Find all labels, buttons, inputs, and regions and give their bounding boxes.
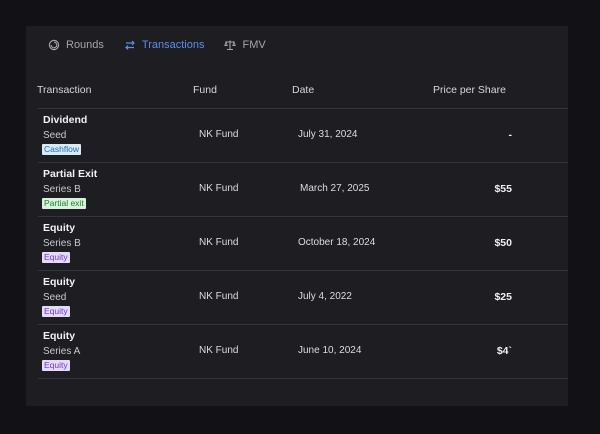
column-header-price[interactable]: Price per Share: [433, 84, 506, 96]
tab-transactions[interactable]: Transactions: [124, 39, 205, 51]
fund-name: NK Fund: [199, 291, 239, 302]
table-row[interactable]: Equity Seed Equity NK Fund July 4, 2022 …: [38, 270, 568, 324]
table-row[interactable]: Partial Exit Series B Partial exit NK Fu…: [38, 162, 568, 216]
transaction-type: Equity: [43, 276, 76, 288]
price-per-share: $50: [494, 237, 512, 249]
transaction-type: Equity: [43, 330, 76, 342]
column-header-date[interactable]: Date: [292, 84, 315, 96]
transaction-type: Equity: [43, 222, 76, 234]
column-header-fund[interactable]: Fund: [193, 84, 217, 96]
tab-rounds-label: Rounds: [66, 39, 104, 51]
status-badge: Equity: [42, 252, 70, 263]
price-per-share: $4`: [496, 345, 512, 357]
round-name: Seed: [43, 130, 67, 141]
column-header-transaction[interactable]: Transaction: [37, 84, 92, 96]
status-badge: Equity: [42, 306, 70, 317]
transactions-panel: Rounds Transactions FMV Transaction Fund…: [26, 26, 568, 406]
price-per-share: -: [508, 129, 513, 141]
tab-transactions-label: Transactions: [141, 39, 205, 51]
transaction-type: Partial Exit: [43, 168, 98, 180]
fund-name: NK Fund: [199, 237, 239, 248]
fund-name: NK Fund: [199, 183, 239, 194]
price-per-share: $55: [494, 183, 512, 195]
transactions-table: Dividend Seed Cashflow NK Fund July 31, …: [38, 108, 568, 379]
rounds-icon: [48, 39, 60, 51]
table-header: Transaction Fund Date Price per Share: [26, 78, 568, 108]
status-badge: Equity: [42, 360, 70, 371]
round-name: Series B: [43, 184, 81, 195]
transaction-date: June 10, 2024: [298, 345, 362, 356]
transfer-arrows-icon: [125, 40, 135, 50]
status-badge: Partial exit: [42, 198, 86, 209]
table-row[interactable]: Equity Series A Equity NK Fund June 10, …: [38, 324, 568, 379]
round-name: Series B: [43, 238, 81, 249]
transaction-date: July 4, 2022: [298, 291, 352, 302]
tab-fmv-label: FMV: [242, 39, 266, 51]
tab-rounds[interactable]: Rounds: [48, 39, 104, 51]
transaction-date: July 31, 2024: [298, 129, 358, 140]
fund-name: NK Fund: [199, 129, 239, 140]
transaction-date: March 27, 2025: [300, 183, 370, 194]
transaction-date: October 18, 2024: [298, 237, 376, 248]
price-per-share: $25: [494, 291, 512, 303]
tab-bar: Rounds Transactions FMV: [48, 39, 286, 51]
transaction-type: Dividend: [43, 114, 88, 126]
fund-name: NK Fund: [199, 345, 239, 356]
table-row[interactable]: Equity Series B Equity NK Fund October 1…: [38, 216, 568, 270]
round-name: Series A: [43, 346, 81, 357]
scale-icon: [224, 40, 237, 51]
round-name: Seed: [43, 292, 67, 303]
table-row[interactable]: Dividend Seed Cashflow NK Fund July 31, …: [38, 108, 568, 162]
status-badge: Cashflow: [42, 144, 81, 155]
tab-fmv[interactable]: FMV: [224, 39, 266, 51]
